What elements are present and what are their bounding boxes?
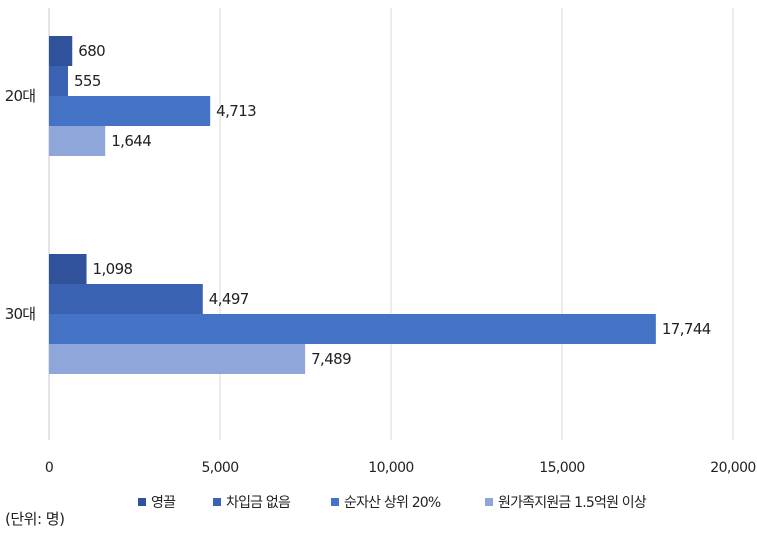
legend-label: 영끌 [151, 495, 176, 511]
bar [49, 254, 87, 284]
bar [49, 284, 203, 314]
bar [49, 344, 306, 374]
bar [49, 36, 73, 66]
unit-note: (단위: 명) [5, 510, 65, 528]
x-tick-label: 20,000 [710, 460, 755, 476]
bars [49, 36, 656, 374]
bar [49, 314, 656, 344]
data-label: 680 [78, 42, 105, 60]
x-tick-label: 5,000 [201, 460, 238, 476]
legend-label: 원가족지원금 1.5억원 이상 [498, 495, 647, 511]
category-labels: 20대 30대 [5, 87, 36, 323]
category-label: 20대 [5, 87, 36, 105]
gridlines [48, 8, 734, 440]
bar [49, 96, 211, 126]
data-label: 17,744 [662, 320, 711, 338]
bar [49, 126, 106, 156]
x-tick-label: 0 [45, 460, 53, 476]
legend-label: 순자산 상위 20% [344, 495, 441, 511]
legend-swatch [331, 498, 339, 506]
data-label: 1,098 [93, 260, 133, 278]
legend-swatch [213, 498, 221, 506]
x-tick-label: 10,000 [368, 460, 413, 476]
legend-swatch [138, 498, 146, 506]
bar [49, 66, 68, 96]
data-label: 7,489 [311, 350, 351, 368]
value-labels: 680 555 4,713 1,644 1,098 4,497 17,744 7,489 [74, 42, 711, 368]
legend: 영끌 차입금 없음 순자산 상위 20% 원가족지원금 1.5억원 이상 [138, 495, 648, 511]
category-label: 30대 [5, 305, 36, 323]
data-label: 4,713 [216, 102, 256, 120]
data-label: 1,644 [111, 132, 151, 150]
x-tick-label: 15,000 [539, 460, 584, 476]
data-label: 555 [74, 72, 101, 90]
x-tick-labels: 0 5,000 10,000 15,000 20,000 [45, 460, 756, 476]
data-label: 4,497 [209, 290, 249, 308]
legend-swatch [485, 498, 493, 506]
legend-label: 차입금 없음 [226, 495, 291, 511]
